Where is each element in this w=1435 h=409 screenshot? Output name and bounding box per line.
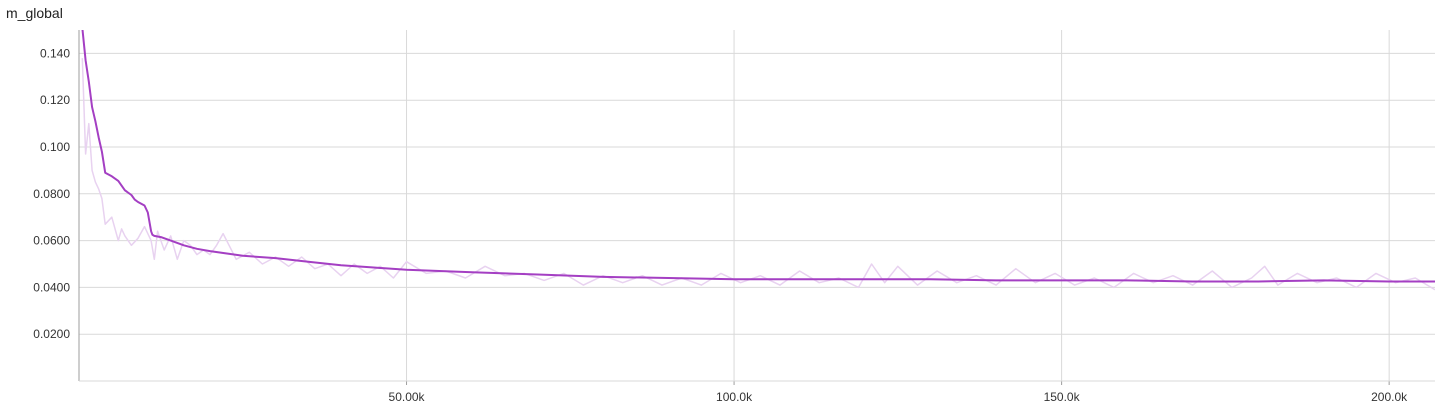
y-tick-label: 0.0400	[33, 280, 70, 294]
y-tick-label: 0.0200	[33, 327, 70, 341]
y-tick-label: 0.0600	[33, 234, 70, 248]
y-tick-label: 0.0800	[33, 187, 70, 201]
x-tick-label: 200.0k	[1371, 390, 1408, 404]
y-tick-label: 0.140	[40, 46, 70, 60]
smoothed-series-line	[81, 30, 1435, 283]
x-tick-label: 100.0k	[716, 390, 753, 404]
x-tick-label: 150.0k	[1044, 390, 1081, 404]
grid-layer	[79, 30, 1435, 381]
raw-series-line	[81, 58, 1435, 291]
y-tick-label: 0.120	[40, 93, 70, 107]
y-tick-label: 0.100	[40, 140, 70, 154]
chart-title: m_global	[6, 5, 63, 21]
x-tick-label: 50.00k	[389, 390, 426, 404]
series-layer	[81, 30, 1435, 291]
axis-layer: 0.0200 0.0400 0.0600 0.0800 0.100 0.120 0.140 5…	[33, 30, 1435, 404]
